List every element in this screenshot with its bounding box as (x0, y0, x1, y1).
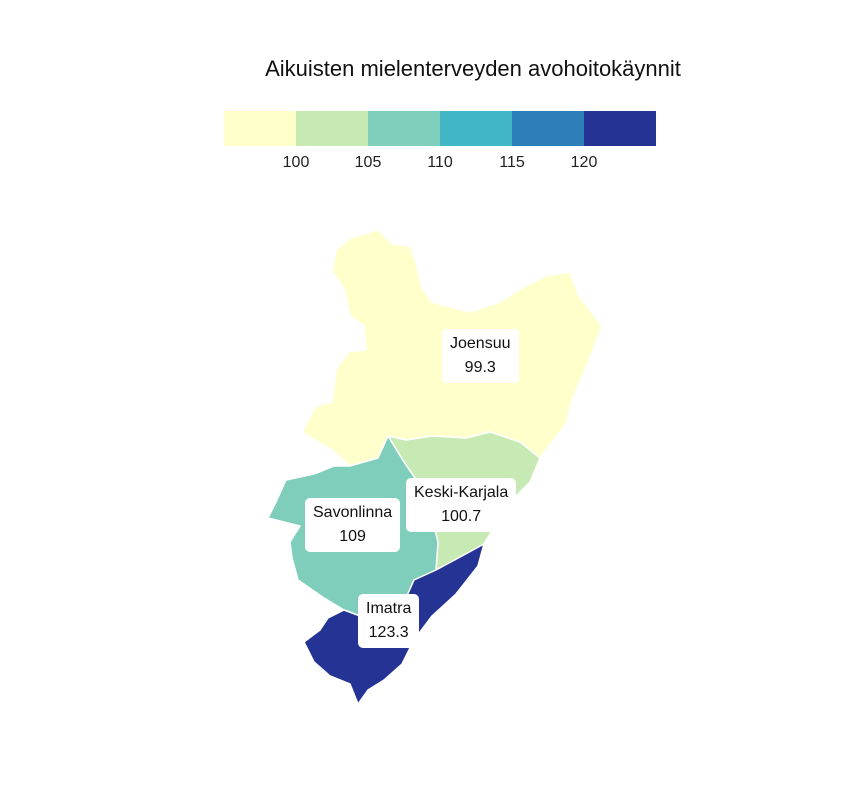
legend-tick-label: 105 (354, 154, 382, 171)
region-label-value: 99.3 (464, 359, 496, 376)
legend-color-bar (224, 111, 656, 146)
legend-tick-label: 120 (570, 154, 598, 171)
region-label-value: 123.3 (368, 624, 409, 641)
region-label-imatra: Imatra 123.3 (358, 594, 420, 648)
region-label-name: Keski-Karjala (414, 484, 509, 501)
legend-swatch (368, 111, 440, 146)
legend-tick-label: 100 (282, 154, 310, 171)
legend-swatch (224, 111, 296, 146)
map-title: Aikuisten mielenterveyden avohoitokäynni… (265, 56, 681, 81)
legend-tick-label: 115 (499, 154, 525, 171)
region-label-keski-karjala: Keski-Karjala 100.7 (406, 478, 517, 532)
legend-swatch (584, 111, 656, 146)
color-legend: 100 105 110 115 120 (224, 111, 656, 181)
region-label-savonlinna: Savonlinna 109 (305, 498, 401, 552)
legend-tick-label: 110 (427, 154, 453, 171)
legend-swatch (440, 111, 512, 146)
region-label-name: Joensuu (450, 335, 511, 352)
region-label-name: Savonlinna (313, 504, 393, 521)
region-label-value: 109 (339, 528, 366, 545)
legend-swatch (512, 111, 584, 146)
legend-swatch (296, 111, 368, 146)
region-label-value: 100.7 (441, 508, 482, 525)
region-label-joensuu: Joensuu 99.3 (442, 329, 519, 383)
region-label-name: Imatra (366, 600, 412, 617)
